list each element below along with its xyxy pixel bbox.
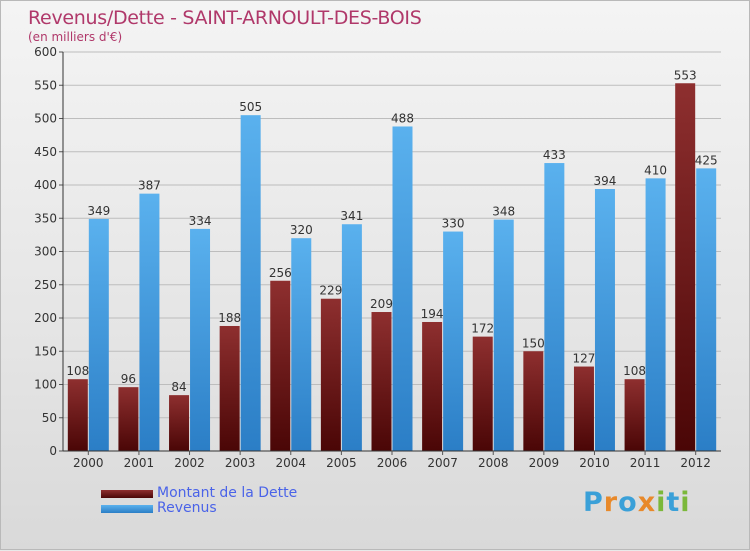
x-tick-label: 2008 [478, 456, 509, 470]
bar-revenue-2012 [696, 168, 717, 451]
bar-debt-2006 [371, 312, 392, 451]
bar-debt-2010 [573, 366, 594, 451]
data-label-debt-2001: 96 [121, 372, 136, 386]
logo-letter: i [656, 487, 667, 518]
bar-debt-2005 [320, 298, 341, 451]
data-label-debt-2009: 150 [522, 336, 545, 350]
y-tick-label: 350 [34, 211, 57, 225]
proxiti-logo: Proxiti [583, 487, 691, 518]
bar-revenue-2011 [645, 178, 666, 451]
y-tick-label: 200 [34, 311, 57, 325]
bar-debt-2002 [169, 395, 190, 451]
bar-revenue-2008 [493, 219, 514, 451]
legend-swatch-revenue [101, 505, 153, 513]
x-tick-label: 2011 [630, 456, 661, 470]
data-label-debt-2012: 553 [674, 68, 697, 82]
logo-letter: o [618, 487, 638, 518]
y-tick-label: 600 [34, 45, 57, 59]
data-label-revenue-2006: 488 [391, 111, 414, 125]
chart-title: Revenus/Dette - SAINT-ARNOULT-DES-BOIS [28, 7, 422, 29]
x-tick-label: 2000 [73, 456, 104, 470]
data-label-revenue-2003: 505 [239, 100, 262, 114]
data-label-revenue-2005: 341 [340, 209, 363, 223]
legend-swatch-debt [101, 490, 153, 498]
x-tick-label: 2005 [326, 456, 357, 470]
bar-debt-2012 [675, 83, 696, 451]
data-label-revenue-2000: 349 [87, 204, 110, 218]
x-tick-label: 2009 [529, 456, 560, 470]
y-tick-label: 400 [34, 178, 57, 192]
x-tick-label: 2012 [680, 456, 711, 470]
logo-letter: t [666, 487, 681, 518]
logo-letter: x [637, 487, 657, 518]
logo-letter: i [680, 487, 691, 518]
data-label-debt-2008: 172 [471, 322, 494, 336]
data-label-revenue-2004: 320 [290, 223, 313, 237]
data-label-debt-2000: 108 [66, 364, 89, 378]
x-tick-label: 2007 [427, 456, 458, 470]
x-tick-label: 2010 [579, 456, 610, 470]
bar-revenue-2001 [139, 193, 160, 451]
data-label-revenue-2010: 394 [594, 174, 617, 188]
chart-subtitle: (en milliers d'€) [28, 30, 123, 44]
bar-revenue-2004 [291, 238, 312, 451]
x-tick-label: 2002 [174, 456, 205, 470]
bar-revenue-2005 [341, 224, 362, 451]
bar-debt-2011 [624, 379, 645, 451]
data-label-revenue-2012: 425 [695, 153, 718, 167]
data-label-debt-2011: 108 [623, 364, 646, 378]
bar-debt-2001 [118, 387, 139, 451]
y-tick-label: 150 [34, 344, 57, 358]
legend-label-debt: Montant de la Dette [157, 485, 298, 501]
y-tick-label: 50 [42, 411, 57, 425]
data-label-revenue-2007: 330 [442, 217, 465, 231]
bar-revenue-2009 [544, 163, 565, 451]
data-label-debt-2006: 209 [370, 297, 393, 311]
bar-debt-2009 [523, 351, 544, 451]
bar-debt-2003 [219, 325, 240, 451]
y-tick-label: 100 [34, 378, 57, 392]
y-tick-label: 550 [34, 78, 57, 92]
data-label-revenue-2009: 433 [543, 148, 566, 162]
bar-debt-2004 [270, 280, 291, 451]
data-label-debt-2003: 188 [218, 311, 241, 325]
data-label-debt-2010: 127 [573, 352, 596, 366]
data-label-debt-2004: 256 [269, 266, 292, 280]
data-label-revenue-2008: 348 [492, 205, 515, 219]
bar-revenue-2007 [443, 231, 464, 451]
bar-revenue-2003 [240, 115, 261, 452]
x-tick-label: 2004 [275, 456, 306, 470]
bar-debt-2000 [67, 379, 88, 451]
y-tick-label: 300 [34, 245, 57, 259]
bar-revenue-2010 [594, 188, 615, 452]
y-tick-label: 450 [34, 145, 57, 159]
logo-letter: P [583, 487, 604, 518]
y-tick-label: 500 [34, 112, 57, 126]
data-label-revenue-2011: 410 [644, 163, 667, 177]
x-tick-label: 2001 [124, 456, 155, 470]
bar-revenue-2006 [392, 126, 413, 451]
data-label-debt-2002: 84 [171, 380, 186, 394]
bar-revenue-2002 [190, 228, 211, 451]
data-label-revenue-2002: 334 [189, 214, 212, 228]
y-tick-label: 0 [49, 444, 57, 458]
data-label-debt-2007: 194 [421, 307, 444, 321]
x-tick-label: 2003 [225, 456, 256, 470]
bar-debt-2008 [472, 336, 493, 451]
bar-revenue-2000 [88, 218, 109, 451]
logo-letter: r [603, 487, 619, 518]
y-tick-label: 250 [34, 278, 57, 292]
data-label-debt-2005: 229 [319, 284, 342, 298]
data-label-revenue-2001: 387 [138, 179, 161, 193]
x-tick-label: 2006 [377, 456, 408, 470]
legend-label-revenue: Revenus [157, 500, 217, 516]
bar-debt-2007 [422, 321, 443, 451]
